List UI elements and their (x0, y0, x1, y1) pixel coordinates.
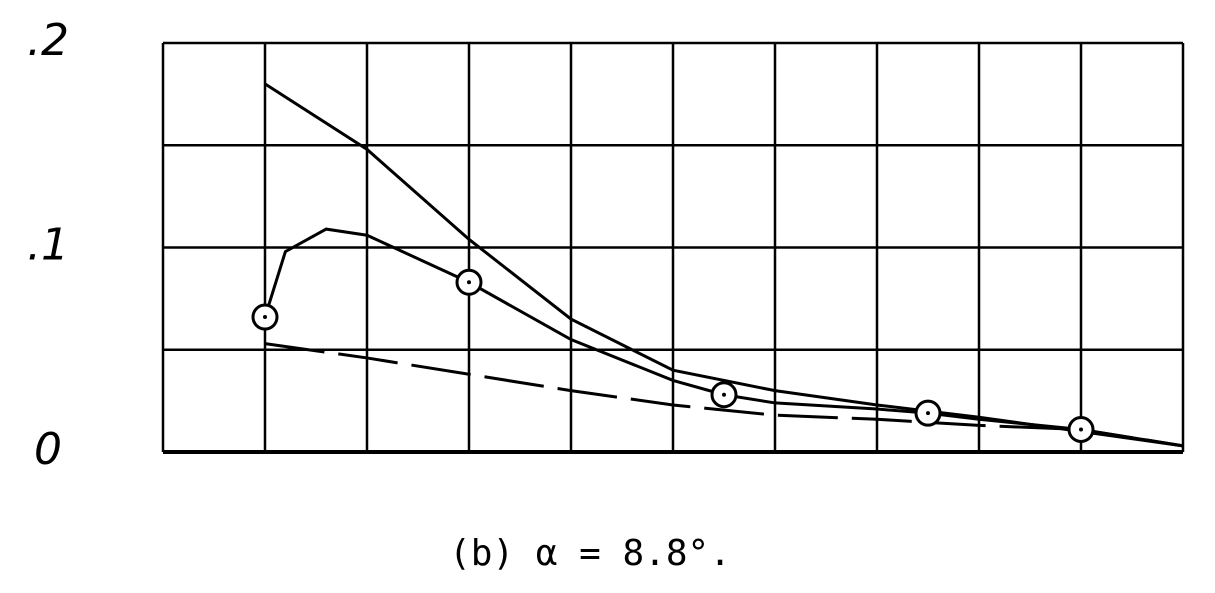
y-tick-label: .1 (27, 220, 69, 271)
line (263, 227, 1184, 448)
marker-dot (263, 315, 267, 320)
marker-dot (467, 280, 471, 285)
marker-dot (722, 392, 726, 397)
y-tick-label: .2 (27, 15, 69, 66)
y-tick-label: 0 (34, 424, 62, 475)
marker-dot (1079, 427, 1083, 432)
caption: (b) α = 8.8°. (449, 533, 731, 574)
line (264, 342, 1184, 448)
marker-dot (926, 411, 930, 416)
